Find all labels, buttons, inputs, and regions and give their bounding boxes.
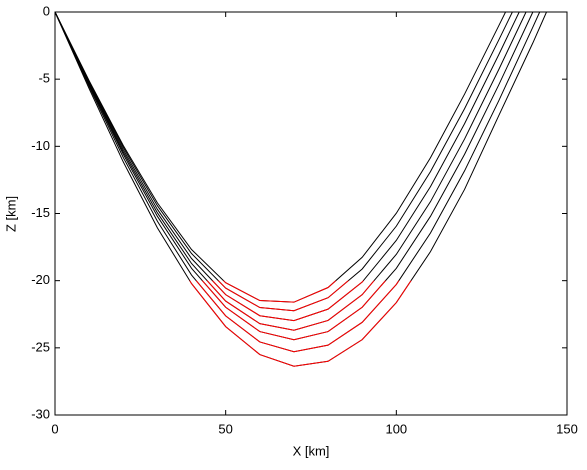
y-tick-label: -20 <box>31 272 50 287</box>
x-tick-label: 0 <box>51 421 58 436</box>
y-tick-label: 0 <box>43 3 50 18</box>
x-tick-label: 50 <box>218 421 232 436</box>
ray-highlight <box>201 280 387 341</box>
ray-highlight <box>206 280 375 331</box>
y-tick-label: -5 <box>38 71 50 86</box>
x-tick-label: 100 <box>385 421 407 436</box>
x-tick-label: 150 <box>556 421 578 436</box>
x-axis-label: X [km] <box>293 443 330 458</box>
y-axis-label: Z [km] <box>3 196 18 232</box>
ray-highlight <box>217 280 350 312</box>
y-tick-label: -10 <box>31 138 50 153</box>
ray <box>54 11 547 367</box>
ray <box>54 11 534 341</box>
y-tick-label: -25 <box>31 339 50 354</box>
ray-highlight <box>222 280 337 303</box>
ray-highlight <box>189 280 412 367</box>
ray-highlight <box>211 280 364 322</box>
ray-highlight <box>195 280 400 353</box>
y-tick-label: -15 <box>31 205 50 220</box>
y-tick-label: -30 <box>31 406 50 421</box>
